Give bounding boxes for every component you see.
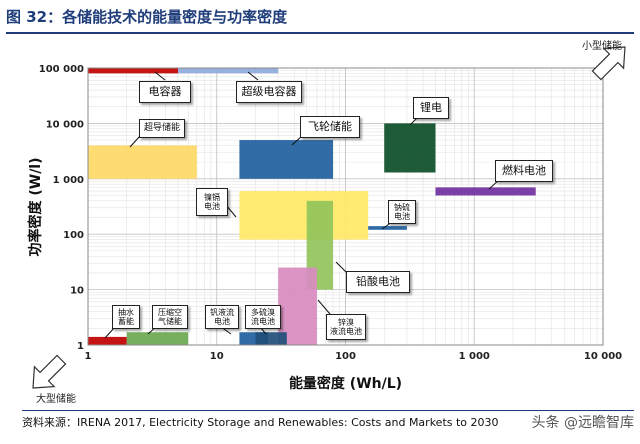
annotation-text-line: 液流电池 bbox=[330, 327, 362, 336]
annotation-text-line: 流电池 bbox=[251, 317, 275, 326]
range-box bbox=[88, 145, 197, 179]
x-axis-title: 能量密度 (Wh/L) bbox=[289, 375, 402, 392]
series-annotation: 锌溴 液流电池 bbox=[326, 314, 366, 340]
annotation-leader-line bbox=[317, 299, 331, 315]
annotation-text-line: 电池 bbox=[394, 212, 410, 221]
annotation-leader-line bbox=[247, 71, 259, 81]
annotation-leader-line bbox=[129, 135, 141, 148]
range-box bbox=[435, 187, 536, 196]
arrow-down-left-icon bbox=[32, 354, 67, 389]
corner-label-large-storage: 大型储能 bbox=[36, 392, 76, 405]
series-annotation: 压缩空 气储能 bbox=[152, 305, 188, 329]
corner-label-small-storage: 小型储能 bbox=[582, 39, 622, 52]
series-annotation: 抽水 蓄能 bbox=[112, 305, 140, 329]
range-box bbox=[278, 267, 317, 345]
series-annotation: 超级电容器 bbox=[236, 81, 302, 103]
x-tick-label: 1 000 bbox=[459, 351, 490, 362]
y-tick-label: 10 bbox=[70, 286, 84, 297]
range-box bbox=[239, 140, 334, 179]
x-tick-label: 100 bbox=[335, 351, 356, 362]
range-box bbox=[126, 332, 189, 345]
series-annotation: 多硫溴 流电池 bbox=[245, 305, 281, 329]
range-box bbox=[88, 68, 178, 74]
title-divider bbox=[6, 32, 634, 34]
annotation-text-line: 电池 bbox=[214, 317, 230, 326]
annotation-text-line: 镍镉 bbox=[204, 192, 220, 202]
annotation-text-line: 钒液流 bbox=[210, 307, 234, 317]
annotation-text-line: 压缩空 bbox=[158, 307, 182, 317]
y-tick-label: 10 000 bbox=[46, 119, 84, 130]
annotation-text-line: 超级电容器 bbox=[241, 84, 297, 98]
source-divider bbox=[22, 410, 634, 411]
y-tick-label: 1 000 bbox=[53, 175, 84, 186]
arrow-up-right-icon-shape bbox=[591, 46, 626, 81]
series-annotation: 锂电 bbox=[413, 97, 449, 119]
y-axis-title: 功率密度 (W/l) bbox=[27, 157, 44, 256]
annotation-text-line: 锂电 bbox=[420, 100, 442, 114]
y-tick-label: 1 bbox=[77, 341, 84, 352]
series-annotation: 钒液流 电池 bbox=[205, 305, 239, 329]
annotation-leader-line bbox=[154, 71, 166, 81]
annotation-text-line: 钠硫 bbox=[394, 202, 410, 212]
series-annotation: 燃料电池 bbox=[495, 160, 553, 182]
annotation-text-line: 抽水 bbox=[118, 307, 134, 317]
y-tick-label: 100 000 bbox=[39, 64, 84, 75]
annotation-text-line: 铅酸电池 bbox=[356, 274, 400, 288]
series-annotation: 镍镉 电池 bbox=[196, 188, 228, 216]
annotation-text-line: 电容器 bbox=[148, 84, 182, 98]
chart-title: 图 32：各储能技术的能量密度与功率密度 bbox=[6, 8, 288, 26]
plot-frame bbox=[87, 67, 604, 346]
annotation-text-line: 多硫溴 bbox=[251, 307, 275, 317]
annotation-leader-line bbox=[335, 261, 347, 273]
series-annotation: 飞轮储能 bbox=[300, 116, 360, 138]
series-annotation: 电容器 bbox=[139, 81, 191, 103]
series-annotation: 超导储能 bbox=[139, 119, 185, 138]
range-box bbox=[255, 332, 287, 345]
annotation-text-line: 飞轮储能 bbox=[308, 119, 352, 133]
arrow-down-left-icon-shape bbox=[32, 354, 67, 389]
source-note: 资料来源：IRENA 2017, Electricity Storage and… bbox=[22, 416, 499, 429]
series-annotation: 钠硫 电池 bbox=[388, 200, 416, 224]
x-tick-label: 1 bbox=[85, 351, 92, 362]
annotation-text-line: 超导储能 bbox=[143, 123, 180, 134]
annotation-text-line: 燃料电池 bbox=[502, 163, 546, 177]
range-box bbox=[368, 226, 407, 230]
annotation-text-line: 蓄能 bbox=[118, 317, 134, 326]
range-box bbox=[177, 68, 279, 74]
annotation-text-line: 锌溴 bbox=[338, 317, 354, 327]
watermark: 头条 @远瞻智库 bbox=[531, 415, 634, 431]
annotation-text-line: 气储能 bbox=[158, 317, 182, 326]
x-tick-label: 10 000 bbox=[584, 351, 622, 362]
range-box bbox=[239, 191, 369, 240]
arrow-up-right-icon bbox=[591, 46, 626, 81]
range-box bbox=[88, 336, 127, 345]
annotation-text-line: 电池 bbox=[204, 202, 220, 211]
series-annotation: 铅酸电池 bbox=[346, 271, 410, 293]
x-tick-label: 10 bbox=[210, 351, 224, 362]
y-tick-label: 100 bbox=[63, 230, 84, 241]
range-box bbox=[384, 123, 436, 173]
